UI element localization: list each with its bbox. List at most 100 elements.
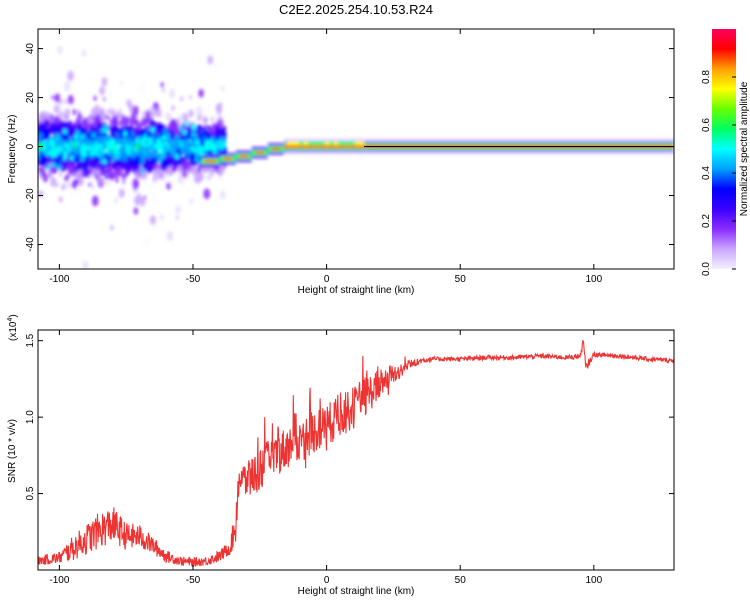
spectrogram-cell <box>150 180 156 190</box>
spectrogram-cell <box>221 125 227 133</box>
spectrogram-cell <box>77 176 84 187</box>
spectrogram-cell <box>169 88 176 99</box>
spectrogram-peak <box>205 140 210 147</box>
spectrogram-cell <box>72 108 77 116</box>
spectrogram-cell <box>58 196 63 203</box>
spectrogram-cell <box>99 86 106 96</box>
spectrogram-cell <box>44 148 48 153</box>
spectrogram-ytick-label: 40 <box>25 43 36 55</box>
spectrogram-cell <box>134 155 141 166</box>
spectrogram-cell <box>166 230 174 242</box>
narrowband-wobble <box>311 141 318 146</box>
spectrogram-cell <box>199 161 202 166</box>
spectrogram-peak <box>144 139 150 145</box>
narrowband-wobble <box>303 141 310 146</box>
spectrogram-cell <box>88 146 92 152</box>
spectrogram-cell <box>198 172 204 182</box>
spectrogram-cell <box>169 160 173 167</box>
spectrogram-cell <box>146 148 150 155</box>
spectrogram-cell <box>212 172 216 177</box>
spectrogram-cell <box>130 113 136 122</box>
spectrogram-ytick-label: -20 <box>25 188 36 203</box>
spectrogram-cell <box>77 112 83 120</box>
narrowband-wobble <box>346 141 353 146</box>
spectrogram-cell <box>219 118 224 126</box>
narrowband-wobble <box>354 141 361 146</box>
spectrogram-cell <box>152 136 156 142</box>
spectrogram-cell <box>76 139 79 145</box>
spectrogram-cell <box>38 95 42 106</box>
spectrogram-panel: -100 -50 0 50 100 -40 -20 0 20 40 Height of strai… <box>7 28 675 296</box>
spectrogram-cell <box>120 139 126 147</box>
spectrogram-cell <box>51 143 55 148</box>
snr-plot-area <box>38 339 674 567</box>
spectrogram-cell <box>134 195 141 206</box>
spectrogram-cell <box>105 169 108 175</box>
spectrogram-cell <box>151 108 156 114</box>
spectrogram-peak <box>97 148 102 154</box>
spectrogram-cell <box>121 172 127 180</box>
snr-ytick-label: 1.5 <box>25 333 36 347</box>
spectrogram-peak <box>75 130 81 136</box>
spectrogram-cell <box>169 130 176 140</box>
figure-title: C2E2.2025.254.10.53.R24 <box>279 2 433 17</box>
spectrogram-axes: -100 -50 0 50 100 -40 -20 0 20 40 <box>25 29 674 285</box>
spectrogram-cell <box>171 105 175 111</box>
narrowband-wobble <box>286 141 293 146</box>
spectrogram-cell <box>135 88 140 95</box>
spectrogram-peak <box>91 132 96 138</box>
spectrogram-cell <box>38 197 42 202</box>
spectrogram-cell <box>213 111 220 121</box>
spectrogram-cell <box>140 117 148 128</box>
spectrogram-cell <box>165 111 172 122</box>
spectrogram-peak <box>158 141 163 148</box>
snr-axes: -100 -50 0 50 100 0.5 1.0 1.5 <box>25 330 674 586</box>
spectrogram-xtick-label: 0 <box>324 274 330 285</box>
spectrogram-cell <box>86 195 90 200</box>
spectrogram-cell <box>177 164 183 174</box>
narrowband-wobble <box>358 141 365 146</box>
spectrogram-cell <box>149 215 156 225</box>
snr-xlabel: Height of straight line (km) <box>298 586 415 597</box>
narrowband-wobble <box>320 141 327 146</box>
spectrogram-peak <box>164 134 170 141</box>
spectrogram-cell <box>209 126 216 136</box>
spectrogram-cell <box>89 157 96 168</box>
spectrogram-cell <box>133 207 139 215</box>
colorbar-tick-label: 0.2 <box>701 214 712 228</box>
spectrogram-step-peak <box>222 157 233 160</box>
narrowband-wobble <box>294 141 301 146</box>
colorbar-tick-label: 0.6 <box>701 118 712 132</box>
spectrogram-cell <box>178 115 183 123</box>
spectrogram-cell <box>136 124 141 132</box>
spectrogram-cell <box>182 169 188 178</box>
spectrogram-cell <box>65 180 71 189</box>
spectrogram-cell <box>161 174 166 182</box>
spectrogram-cell <box>42 146 46 151</box>
spectrogram-cell <box>158 173 162 180</box>
spectrogram-cell <box>49 176 57 187</box>
spectrogram-cell <box>181 145 187 154</box>
spectrogram-cell <box>177 173 185 185</box>
spectrogram-cell <box>142 237 150 248</box>
spectrogram-cell <box>118 188 125 198</box>
spectrogram-xtick-label: -100 <box>49 274 69 285</box>
spectrogram-cell <box>120 118 125 124</box>
spectrogram-cell <box>110 224 114 231</box>
spectrogram-cell <box>66 174 70 180</box>
spectrogram-cell <box>122 100 128 109</box>
spectrogram-peak <box>55 135 61 141</box>
spectrogram-cell <box>109 171 115 181</box>
spectrogram-cell <box>186 187 190 193</box>
spectrogram-peak <box>89 150 94 157</box>
spectrogram-cell <box>216 103 221 111</box>
spectrogram-cell <box>150 192 155 199</box>
spectrogram-cell <box>55 182 59 188</box>
spectrogram-cell <box>38 166 42 172</box>
spectrogram-cell <box>182 140 187 147</box>
narrowband-wobble <box>341 141 348 146</box>
spectrogram-peak <box>195 139 201 145</box>
spectrogram-cell <box>218 162 226 174</box>
spectrogram-cell <box>189 95 192 100</box>
